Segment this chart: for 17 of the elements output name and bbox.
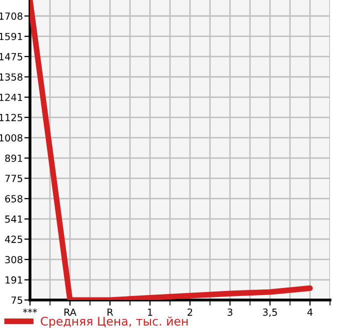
y-tick-label: 308 — [5, 256, 22, 264]
y-tick-label: 775 — [5, 174, 22, 182]
x-tick-label: 2 — [188, 308, 192, 316]
x-tick-label: 4 — [307, 308, 313, 316]
y-tick-label: 891 — [5, 154, 22, 162]
x-tick-label: R — [108, 308, 114, 316]
y-tick-label: 658 — [5, 195, 22, 202]
x-tick-label: 1 — [148, 308, 152, 316]
y-tick-label: 191 — [6, 276, 22, 284]
x-tick-label: 3,5 — [263, 308, 277, 317]
legend-label: Средняя Цена, тыс. йен — [40, 316, 188, 328]
y-tick-label: 75 — [11, 296, 22, 304]
x-tick-label: RA — [64, 308, 76, 316]
x-tick-label: *** — [23, 308, 37, 313]
y-tick-label: 425 — [4, 236, 22, 243]
y-tick-label: 541 — [5, 216, 22, 223]
x-tick-label: 3 — [228, 308, 232, 316]
